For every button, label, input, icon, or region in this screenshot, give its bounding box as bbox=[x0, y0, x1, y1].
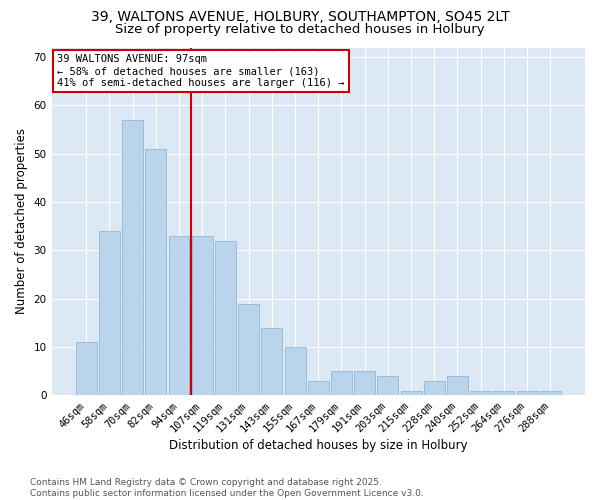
Bar bbox=[215, 241, 236, 396]
Bar bbox=[354, 372, 375, 396]
Bar bbox=[145, 149, 166, 396]
Bar bbox=[447, 376, 468, 396]
Bar bbox=[331, 372, 352, 396]
Bar bbox=[169, 236, 190, 396]
Bar bbox=[262, 328, 283, 396]
Text: Size of property relative to detached houses in Holbury: Size of property relative to detached ho… bbox=[115, 22, 485, 36]
Text: Contains HM Land Registry data © Crown copyright and database right 2025.
Contai: Contains HM Land Registry data © Crown c… bbox=[30, 478, 424, 498]
Bar bbox=[192, 236, 212, 396]
Bar bbox=[99, 231, 120, 396]
Bar bbox=[424, 381, 445, 396]
Bar bbox=[493, 390, 514, 396]
Bar bbox=[284, 347, 305, 396]
Y-axis label: Number of detached properties: Number of detached properties bbox=[15, 128, 28, 314]
Bar bbox=[238, 304, 259, 396]
Bar bbox=[470, 390, 491, 396]
Text: 39, WALTONS AVENUE, HOLBURY, SOUTHAMPTON, SO45 2LT: 39, WALTONS AVENUE, HOLBURY, SOUTHAMPTON… bbox=[91, 10, 509, 24]
Bar bbox=[76, 342, 97, 396]
X-axis label: Distribution of detached houses by size in Holbury: Distribution of detached houses by size … bbox=[169, 440, 467, 452]
Bar bbox=[517, 390, 538, 396]
Bar bbox=[401, 390, 422, 396]
Bar bbox=[308, 381, 329, 396]
Bar bbox=[540, 390, 561, 396]
Bar bbox=[122, 120, 143, 396]
Bar bbox=[377, 376, 398, 396]
Text: 39 WALTONS AVENUE: 97sqm
← 58% of detached houses are smaller (163)
41% of semi-: 39 WALTONS AVENUE: 97sqm ← 58% of detach… bbox=[57, 54, 344, 88]
